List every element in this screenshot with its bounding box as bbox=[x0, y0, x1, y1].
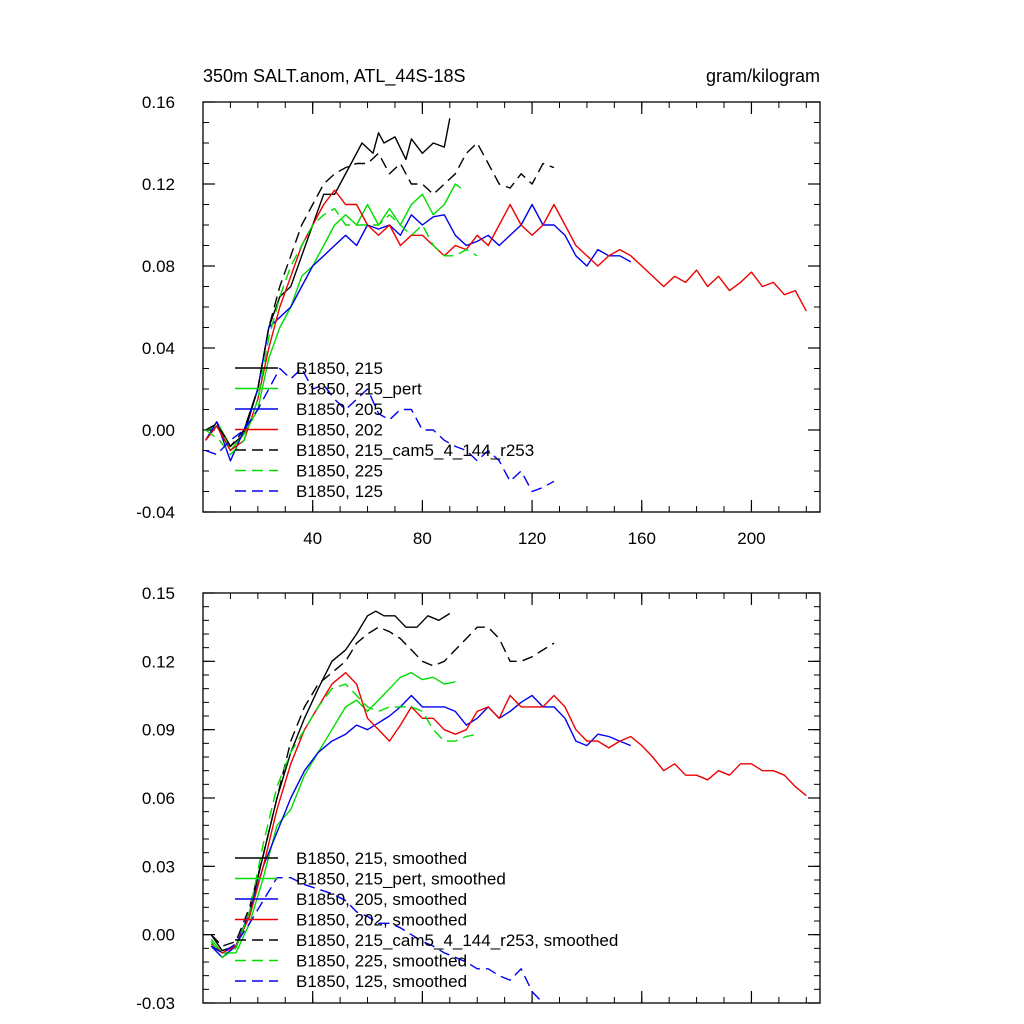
top-panel-units: gram/kilogram bbox=[706, 66, 820, 86]
chart1-series-line-1 bbox=[210, 672, 456, 954]
chart1-legend-label-6: B1850, 125, smoothed bbox=[296, 972, 467, 991]
chart0-legend-label-2: B1850, 205 bbox=[296, 400, 383, 419]
chart1-series-line-0 bbox=[210, 610, 451, 952]
chart0-y-tick-label: 0.08 bbox=[142, 257, 175, 276]
chart0-legend-label-4: B1850, 215_cam5_4_144_r253 bbox=[296, 441, 534, 460]
chart1-legend-label-4: B1850, 215_cam5_4_144_r253, smoothed bbox=[296, 931, 618, 950]
chart1-series-line-3 bbox=[210, 672, 807, 954]
chart1-series-line-2 bbox=[210, 694, 632, 959]
chart1-series-group bbox=[210, 610, 807, 1003]
chart1-y-tick-label: 0.12 bbox=[142, 652, 175, 671]
chart1-y-tick-label: 0.15 bbox=[142, 584, 175, 603]
chart0-y-tick-label: 0.16 bbox=[142, 93, 175, 112]
chart0-legend-label-0: B1850, 215 bbox=[296, 359, 383, 378]
chart1-series-line-4 bbox=[210, 626, 555, 947]
chart0-legend-label-5: B1850, 225 bbox=[296, 462, 383, 481]
chart0-x-tick-label: 40 bbox=[303, 529, 322, 548]
chart0-x-tick-label: 80 bbox=[413, 529, 432, 548]
top-panel: 350m SALT.anom, ATL_44S-18S gram/kilogra… bbox=[136, 66, 821, 548]
top-panel-title: 350m SALT.anom, ATL_44S-18S bbox=[203, 66, 466, 87]
chart0-x-tick-label: 200 bbox=[737, 529, 765, 548]
chart0-series-line-5 bbox=[205, 207, 478, 456]
chart0-series-group bbox=[205, 118, 807, 493]
chart1-y-tick-label: 0.03 bbox=[142, 857, 175, 876]
chart0-legend-label-3: B1850, 202 bbox=[296, 421, 383, 440]
chart0-y-tick-label: 0.00 bbox=[142, 421, 175, 440]
chart1-y-tick-label: 0.00 bbox=[142, 926, 175, 945]
chart0-x-tick-label: 160 bbox=[628, 529, 656, 548]
chart0-y-tick-label: -0.04 bbox=[136, 503, 175, 522]
chart1-legend: B1850, 215, smoothed B1850, 215_pert, smo… bbox=[235, 849, 618, 991]
chart1-legend-label-1: B1850, 215_pert, smoothed bbox=[296, 870, 506, 889]
chart1-legend-label-0: B1850, 215, smoothed bbox=[296, 849, 467, 868]
chart0-y-tick-label: 0.12 bbox=[142, 175, 175, 194]
chart0-legend-label-1: B1850, 215_pert bbox=[296, 380, 422, 399]
bottom-panel: -0.03 0.00 0.03 0.06 0.09 0.12 0.15 B1850, 215,… bbox=[136, 584, 821, 1013]
chart0-series-line-6 bbox=[205, 367, 555, 493]
chart1-y-tick-label: 0.09 bbox=[142, 721, 175, 740]
chart1-legend-label-5: B1850, 225, smoothed bbox=[296, 952, 467, 971]
chart1-y-tick-label: 0.06 bbox=[142, 789, 175, 808]
chart1-legend-label-2: B1850, 205, smoothed bbox=[296, 890, 467, 909]
chart0-series-line-2 bbox=[205, 203, 632, 462]
chart0-y-tick-label: 0.04 bbox=[142, 339, 175, 358]
chart0-series-line-4 bbox=[205, 142, 555, 448]
chart1-y-tick-label: -0.03 bbox=[136, 994, 175, 1013]
chart0-x-tick-label: 120 bbox=[518, 529, 546, 548]
chart1-series-line-6 bbox=[210, 877, 544, 1003]
chart1-series-line-5 bbox=[210, 683, 478, 959]
chart0-legend-label-6: B1850, 125 bbox=[296, 482, 383, 501]
chart1-legend-label-3: B1850, 202, smoothed bbox=[296, 911, 467, 930]
